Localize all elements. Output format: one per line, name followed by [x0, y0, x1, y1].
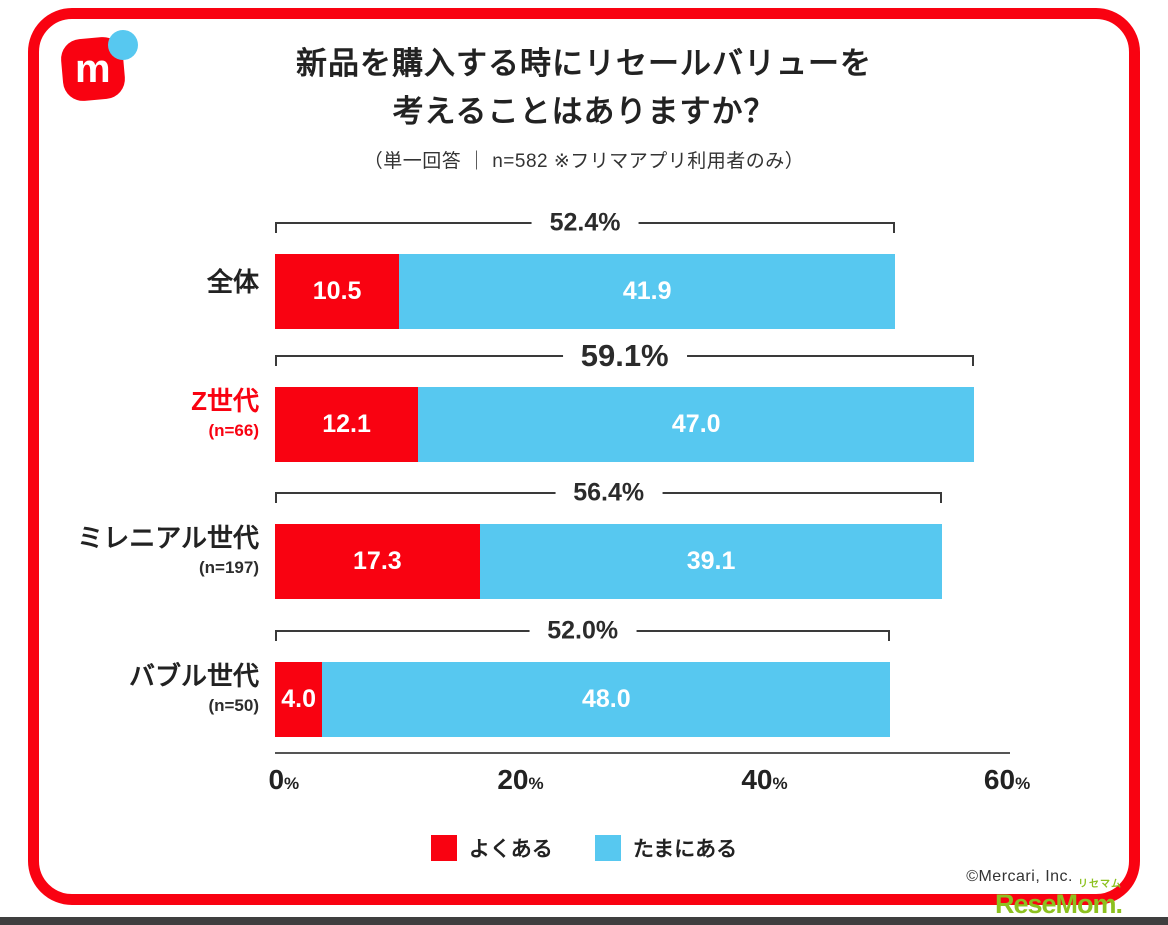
category-name: 全体: [206, 267, 259, 297]
segment-value: 48.0: [581, 685, 631, 713]
bar-segment-tamaniaru: 47.0: [418, 387, 975, 462]
header: 新品を購入する時にリセールバリューを 考えることはありますか？ （単一回答 ｜ …: [0, 40, 1168, 173]
total-bracket: 52.0%: [275, 616, 891, 646]
total-label: 56.4%: [555, 478, 663, 508]
category-note: (n=66): [208, 420, 259, 440]
copyright-text: ©Mercari, Inc.: [966, 868, 1073, 885]
legend: よくある たまにある: [0, 833, 1168, 863]
bar-segment-tamaniaru: 39.1: [479, 524, 943, 599]
category-label-bubble: バブル世代 (n=50): [9, 660, 259, 716]
segment-value: 47.0: [671, 410, 721, 438]
x-axis-tick-20: 20%: [497, 764, 543, 796]
stacked-bar: 17.3 39.1: [275, 524, 985, 599]
mercari-logo: m: [59, 30, 140, 108]
legend-item-yokuaru: よくある: [430, 833, 553, 863]
bar-segment-yokuaru: 12.1: [275, 387, 419, 462]
bar-segment-yokuaru: 4.0: [275, 662, 323, 737]
total-label: 52.0%: [529, 616, 637, 646]
stacked-bar: 10.5 41.9: [275, 254, 985, 329]
category-label-gen-z: Z世代 (n=66): [9, 385, 259, 441]
tick-suffix: %: [284, 774, 300, 793]
total-bracket: 56.4%: [275, 478, 943, 508]
x-axis: 0% 20% 40% 60%: [268, 752, 1030, 812]
category-label-zentai: 全体: [9, 266, 259, 301]
chart-title-line2: 考えることはありますか？: [392, 94, 776, 130]
mercari-logo-dot-icon: [108, 30, 138, 60]
segment-value: 4.0: [281, 685, 317, 713]
legend-swatch-blue: [594, 835, 621, 861]
chart-row-zentai: 全体 52.4% 10.5 41.9: [207, 208, 985, 329]
bar-segment-tamaniaru: 48.0: [322, 662, 891, 737]
chart-row-gen-z: Z世代 (n=66) 59.1% 12.1 47.0: [191, 338, 985, 462]
total-label: 52.4%: [531, 208, 639, 238]
resemom-logo: リセマム ReseMom.: [994, 879, 1123, 919]
total-bracket: 52.4%: [275, 208, 896, 238]
legend-label: たまにある: [632, 838, 738, 861]
x-axis-tick-60: 60%: [984, 764, 1030, 796]
segment-value: 10.5: [312, 277, 362, 305]
category-name: バブル世代: [128, 661, 259, 691]
stacked-bar: 12.1 47.0: [275, 387, 985, 462]
category-note: (n=50): [208, 695, 259, 715]
chart-row-millennial: ミレニアル世代 (n=197) 56.4% 17.3 39.1: [77, 478, 985, 599]
segment-value: 17.3: [353, 547, 402, 575]
tick-value: 20: [497, 764, 529, 795]
chart-subtitle: （単一回答 ｜ n=582 ※フリマアプリ利用者のみ）: [363, 151, 805, 173]
bar-segment-yokuaru: 10.5: [275, 254, 400, 329]
tick-value: 60: [983, 764, 1016, 795]
stacked-bar: 4.0 48.0: [275, 662, 985, 737]
bar-segment-yokuaru: 17.3: [275, 524, 480, 599]
legend-swatch-red: [430, 835, 457, 861]
segment-value: 12.1: [322, 410, 371, 438]
chart-row-bubble: バブル世代 (n=50) 52.0% 4.0 48.0: [129, 616, 985, 737]
bar-segment-tamaniaru: 41.9: [399, 254, 896, 329]
x-axis-tick-40: 40%: [741, 764, 787, 796]
resemom-logo-text: ReseMom.: [994, 889, 1123, 919]
bar-chart: 全体 52.4% 10.5 41.9 Z世代 (n=66) 59.1% 12.1…: [77, 0, 985, 925]
legend-item-tamaniaru: たまにある: [594, 833, 738, 863]
tick-value: 40: [741, 764, 773, 795]
tick-value: 0: [268, 764, 285, 795]
segment-value: 41.9: [622, 277, 672, 305]
segment-value: 39.1: [686, 547, 736, 575]
tick-suffix: %: [1015, 774, 1031, 793]
chart-title: 新品を購入する時にリセールバリューを 考えることはありますか？: [0, 40, 1168, 136]
x-axis-tick-0: 0%: [268, 764, 299, 796]
total-bracket: 59.1%: [275, 338, 975, 374]
resemom-logo-katakana: リセマム: [1078, 879, 1122, 890]
category-label-millennial: ミレニアル世代 (n=197): [9, 522, 259, 578]
category-name: Z世代: [191, 386, 259, 416]
tick-suffix: %: [772, 774, 788, 793]
category-name: ミレニアル世代: [77, 523, 259, 553]
category-note: (n=197): [199, 557, 259, 577]
legend-label: よくある: [468, 838, 553, 861]
chart-title-line1: 新品を購入する時にリセールバリューを: [296, 46, 872, 81]
total-label: 59.1%: [562, 338, 687, 374]
tick-suffix: %: [528, 774, 544, 793]
bottom-divider-bar: [0, 917, 1168, 925]
